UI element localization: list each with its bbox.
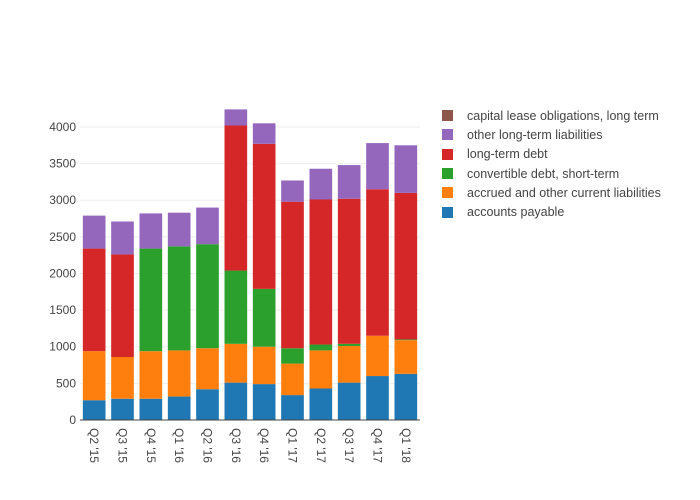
x-tick-label: Q3 '16: [229, 428, 243, 463]
x-tick-label: Q3 '15: [116, 428, 130, 463]
bar-segment[interactable]: [366, 376, 389, 420]
y-tick-label: 4000: [49, 120, 76, 134]
bar-segment[interactable]: [281, 395, 304, 420]
legend: capital lease obligations, long term othe…: [440, 106, 695, 222]
bar-segment[interactable]: [167, 350, 191, 397]
bar-segment[interactable]: [139, 351, 163, 399]
y-tick-label: 3000: [49, 193, 76, 207]
bar-segment[interactable]: [82, 248, 106, 352]
x-tick-label: Q2 '16: [201, 428, 215, 463]
axes: 0 500 1000 1500 2000 2500 3000 3500 4000 Q2 '15 Q3…: [49, 120, 420, 463]
bar-segment[interactable]: [309, 388, 333, 421]
bar-segment[interactable]: [139, 398, 163, 420]
bar-segment[interactable]: [366, 335, 389, 377]
bar-segment[interactable]: [394, 373, 418, 420]
bar-segment[interactable]: [224, 270, 248, 344]
y-tick-label: 3500: [49, 157, 76, 171]
legend-item[interactable]: accrued and other current liabilities: [440, 183, 695, 202]
y-tick-label: 0: [69, 413, 76, 427]
bar-segment[interactable]: [224, 125, 248, 271]
bar-segment[interactable]: [252, 288, 276, 347]
bars: [82, 109, 418, 421]
legend-label: accounts payable: [467, 205, 565, 220]
legend-swatch: [442, 148, 453, 160]
x-tick-label: Q4 '16: [257, 428, 271, 463]
bar-segment[interactable]: [337, 346, 361, 383]
x-tick-label: Q2 '15: [87, 428, 101, 463]
bar-segment[interactable]: [394, 192, 418, 340]
gridlines: [80, 126, 420, 384]
bar-segment[interactable]: [309, 199, 333, 345]
legend-swatch: [442, 206, 453, 218]
legend-label: convertible debt, short-term: [467, 166, 620, 181]
y-tick-label: 1500: [49, 303, 76, 317]
bar-segment[interactable]: [252, 143, 276, 289]
legend-swatch: [442, 187, 453, 199]
bar-segment[interactable]: [394, 340, 418, 374]
bar-segment[interactable]: [82, 351, 106, 401]
bar-segment[interactable]: [224, 343, 248, 383]
x-tick-label: Q1 '18: [399, 428, 413, 463]
bar-segment[interactable]: [139, 248, 163, 352]
x-tick-label: Q2 '17: [314, 428, 328, 463]
bar-segment[interactable]: [196, 207, 219, 245]
legend-label: long-term debt: [467, 147, 548, 162]
bar-segment[interactable]: [394, 145, 418, 193]
bar-segment[interactable]: [309, 344, 333, 351]
y-tick-label: 2500: [49, 230, 76, 244]
bar-segment[interactable]: [309, 168, 333, 200]
bar-segment[interactable]: [337, 165, 361, 199]
y-tick-label: 500: [56, 376, 76, 390]
legend-swatch: [442, 110, 453, 122]
x-tick-label: Q1 '17: [286, 428, 300, 463]
bar-segment[interactable]: [281, 363, 304, 396]
y-tick-label: 1000: [49, 340, 76, 354]
bar-segment[interactable]: [111, 221, 134, 255]
bar-segment[interactable]: [196, 348, 219, 390]
x-tick-label: Q4 '15: [144, 428, 158, 463]
bar-segment[interactable]: [82, 215, 106, 249]
bar-segment[interactable]: [224, 109, 248, 126]
bar-segment[interactable]: [167, 212, 191, 247]
bar-segment[interactable]: [252, 384, 276, 420]
bar-segment[interactable]: [139, 213, 163, 249]
x-tick-label: Q4 '17: [371, 428, 385, 463]
legend-swatch: [442, 129, 453, 141]
legend-item[interactable]: convertible debt, short-term: [440, 164, 695, 183]
bar-segment[interactable]: [309, 350, 333, 389]
bar-segment[interactable]: [252, 346, 276, 385]
x-tick-label: Q1 '16: [172, 428, 186, 463]
legend-item[interactable]: accounts payable: [440, 202, 695, 221]
bar-segment[interactable]: [337, 198, 361, 344]
bar-segment[interactable]: [82, 400, 106, 420]
bar-segment[interactable]: [281, 348, 304, 364]
legend-item[interactable]: capital lease obligations, long term: [440, 106, 695, 125]
bar-segment[interactable]: [281, 180, 304, 202]
bar-segment[interactable]: [196, 244, 219, 349]
bar-segment[interactable]: [366, 143, 389, 190]
bar-segment[interactable]: [111, 398, 134, 420]
legend-item[interactable]: long-term debt: [440, 145, 695, 164]
bar-segment[interactable]: [366, 189, 389, 336]
bar-segment[interactable]: [167, 246, 191, 351]
x-tick-label: Q3 '17: [342, 428, 356, 463]
bar-segment[interactable]: [337, 343, 361, 347]
bar-segment[interactable]: [394, 339, 418, 341]
legend-label: other long-term liabilities: [467, 127, 603, 142]
legend-swatch: [442, 168, 453, 180]
bar-segment[interactable]: [111, 357, 134, 399]
bar-segment[interactable]: [252, 123, 276, 144]
bar-segment[interactable]: [281, 201, 304, 349]
bar-segment[interactable]: [196, 389, 219, 420]
legend-label: accrued and other current liabilities: [467, 185, 661, 200]
y-tick-label: 2000: [49, 266, 76, 280]
bar-segment[interactable]: [111, 254, 134, 357]
bar-segment[interactable]: [337, 382, 361, 420]
legend-label: capital lease obligations, long term: [467, 108, 659, 123]
bar-segment[interactable]: [224, 382, 248, 420]
legend-item[interactable]: other long-term liabilities: [440, 125, 695, 144]
bar-segment[interactable]: [167, 396, 191, 420]
